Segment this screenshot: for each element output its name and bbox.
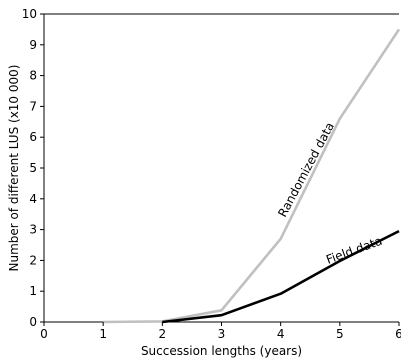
y-axis-label: Number of different LUS (x10 000) — [7, 65, 21, 272]
series-line-randomized-data — [103, 28, 401, 324]
x-tick-label: 5 — [336, 327, 344, 341]
y-tick-label: 3 — [29, 223, 37, 237]
y-tick-label: 9 — [29, 38, 37, 52]
annotation-randomized-data: Randomized data — [275, 120, 337, 219]
y-tick-label: 7 — [29, 99, 37, 113]
axes-frame — [43, 13, 399, 323]
y-tick-label: 8 — [29, 69, 37, 83]
annotation-field-data: Field data — [324, 234, 384, 267]
y-tick-label: 6 — [29, 130, 37, 144]
tick-layer: 0 1 2 3 4 5 6 0 1 2 3 4 5 6 7 8 9 10 — [22, 7, 401, 341]
x-tick-label: 2 — [159, 327, 167, 341]
x-tick-label: 6 — [395, 327, 401, 341]
series-layer — [103, 28, 401, 324]
y-tick-label: 0 — [29, 315, 37, 329]
y-tick-label: 5 — [29, 161, 37, 175]
y-tick-label: 10 — [22, 7, 37, 21]
y-tick-label: 4 — [29, 192, 37, 206]
y-tick-label: 2 — [29, 253, 37, 267]
x-tick-label: 0 — [40, 327, 48, 341]
series-line-field-data — [162, 229, 400, 324]
x-tick-label: 1 — [99, 327, 107, 341]
y-tick-label: 1 — [29, 284, 37, 298]
x-tick-label: 3 — [218, 327, 226, 341]
x-tick-label: 4 — [277, 327, 285, 341]
x-axis-label: Succession lengths (years) — [141, 344, 302, 358]
